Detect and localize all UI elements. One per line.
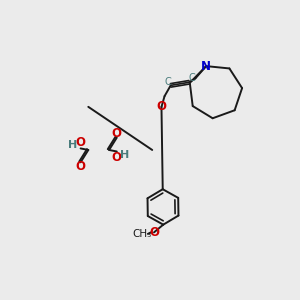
Text: O: O <box>112 151 122 164</box>
Text: C: C <box>164 76 171 86</box>
Text: H: H <box>120 150 129 160</box>
Text: O: O <box>76 136 85 149</box>
Text: N: N <box>201 60 211 73</box>
Text: O: O <box>112 127 122 140</box>
Text: O: O <box>76 160 85 173</box>
Text: O: O <box>149 226 159 239</box>
Text: H: H <box>68 140 77 150</box>
Text: C: C <box>189 74 196 83</box>
Text: CH₃: CH₃ <box>132 229 151 239</box>
Text: O: O <box>157 100 166 113</box>
